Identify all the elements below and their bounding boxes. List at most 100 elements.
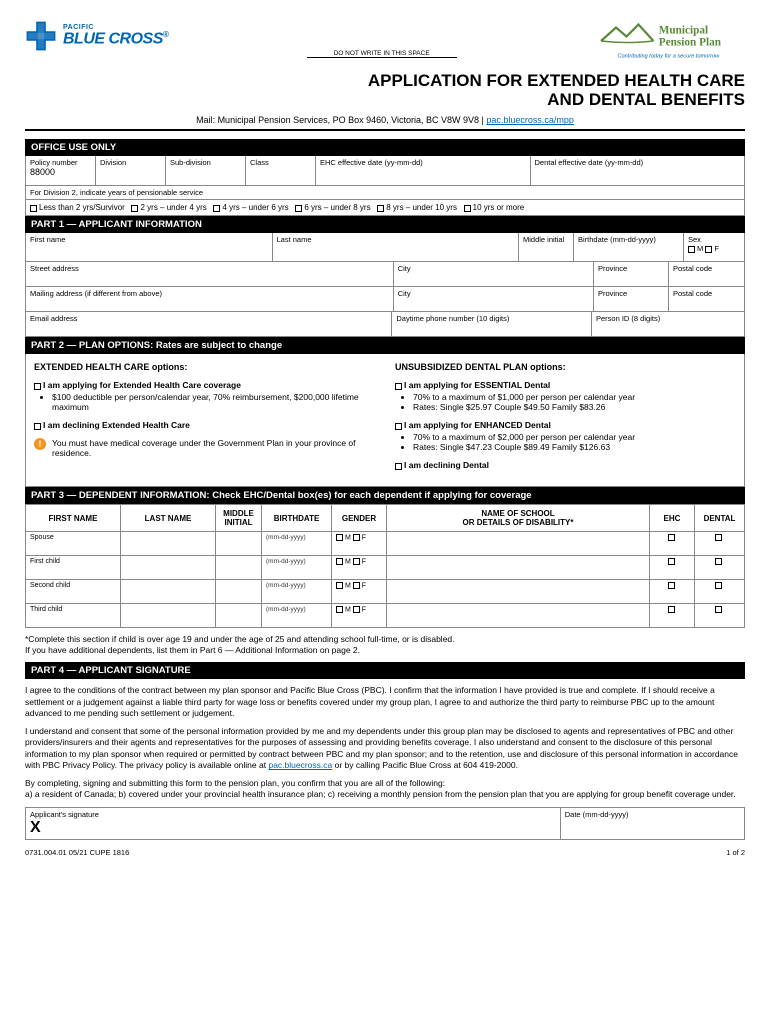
mail-address-line: Mail: Municipal Pension Services, PO Box…	[25, 115, 745, 131]
col-middle: MIDDLE INITIAL	[216, 505, 262, 532]
checkbox-icon[interactable]	[336, 606, 343, 613]
dep-firstname[interactable]: Second child	[26, 580, 121, 604]
dep-dental	[695, 556, 745, 580]
checkbox-icon[interactable]	[668, 558, 675, 565]
checkbox-icon[interactable]	[688, 246, 695, 253]
dental-date-cell[interactable]: Dental effective date (yy-mm-dd)	[531, 156, 745, 185]
dep-lastname[interactable]	[121, 532, 216, 556]
checkbox-icon[interactable]	[34, 383, 41, 390]
dep-birthdate[interactable]: (mm-dd-yyyy)	[262, 604, 332, 628]
dep-school[interactable]	[387, 532, 650, 556]
checkbox-icon[interactable]	[336, 558, 343, 565]
dep-dental	[695, 532, 745, 556]
dep-ehc	[650, 556, 695, 580]
postal-field[interactable]: Postal code	[669, 262, 744, 286]
sig-date-field[interactable]: Date (mm-dd-yyyy)	[561, 808, 744, 839]
ehc-apply-label: I am applying for Extended Health Care c…	[43, 380, 241, 390]
dep-birthdate[interactable]: (mm-dd-yyyy)	[262, 580, 332, 604]
dental-column: UNSUBSIDIZED DENTAL PLAN options: I am a…	[395, 362, 736, 478]
warning-icon: !	[34, 438, 46, 450]
lastname-field[interactable]: Last name	[273, 233, 520, 261]
birthdate-field[interactable]: Birthdate (mm-dd-yyyy)	[574, 233, 684, 261]
province2-field[interactable]: Province	[594, 287, 669, 311]
checkbox-icon[interactable]	[353, 606, 360, 613]
col-firstname: FIRST NAME	[26, 505, 121, 532]
dep-firstname[interactable]: First child	[26, 556, 121, 580]
city-field[interactable]: City	[394, 262, 594, 286]
province-field[interactable]: Province	[594, 262, 669, 286]
checkbox-icon[interactable]	[715, 582, 722, 589]
privacy-link[interactable]: pac.bluecross.ca	[268, 760, 332, 770]
checkbox-icon[interactable]	[464, 205, 471, 212]
checkbox-icon[interactable]	[395, 383, 402, 390]
checkbox-icon[interactable]	[705, 246, 712, 253]
checkbox-icon[interactable]	[715, 558, 722, 565]
dep-school[interactable]	[387, 580, 650, 604]
part4-header: PART 4 — APPLICANT SIGNATURE	[25, 662, 745, 679]
mailing-field[interactable]: Mailing address (if different from above…	[26, 287, 394, 311]
class-cell[interactable]: Class	[246, 156, 316, 185]
middle-field[interactable]: Middle initial	[519, 233, 574, 261]
checkbox-icon[interactable]	[213, 205, 220, 212]
checkbox-icon[interactable]	[715, 606, 722, 613]
checkbox-icon[interactable]	[668, 534, 675, 541]
enhanced-label: I am applying for ENHANCED Dental	[404, 420, 551, 430]
dep-dental	[695, 580, 745, 604]
checkbox-icon[interactable]	[336, 534, 343, 541]
part3-note: *Complete this section if child is over …	[25, 634, 745, 656]
division-cell[interactable]: Division	[96, 156, 166, 185]
mpp-logo: Municipal Pension Plan Contributing toda…	[595, 20, 745, 64]
dep-school[interactable]	[387, 604, 650, 628]
checkbox-icon[interactable]	[715, 534, 722, 541]
personid-field[interactable]: Person ID (8 digits)	[592, 312, 744, 336]
dep-lastname[interactable]	[121, 604, 216, 628]
checkbox-icon[interactable]	[131, 205, 138, 212]
footer-page: 1 of 2	[726, 848, 745, 857]
table-row: Spouse(mm-dd-yyyy)M F	[26, 532, 745, 556]
signature-field[interactable]: Applicant's signature X	[26, 808, 561, 839]
div2-note: For Division 2, indicate years of pensio…	[25, 186, 745, 200]
policy-number-cell: Policy number 88000	[26, 156, 96, 185]
mail-link[interactable]: pac.bluecross.ca/mpp	[486, 115, 574, 125]
checkbox-icon[interactable]	[668, 606, 675, 613]
checkbox-icon[interactable]	[353, 582, 360, 589]
dep-middle[interactable]	[216, 532, 262, 556]
dep-middle[interactable]	[216, 580, 262, 604]
service-years-row: Less than 2 yrs/Survivor 2 yrs – under 4…	[25, 200, 745, 216]
part2-body: EXTENDED HEALTH CARE options: I am apply…	[25, 354, 745, 487]
dep-ehc	[650, 580, 695, 604]
checkbox-icon[interactable]	[34, 423, 41, 430]
dep-birthdate[interactable]: (mm-dd-yyyy)	[262, 556, 332, 580]
col-birthdate: BIRTHDATE	[262, 505, 332, 532]
phone-field[interactable]: Daytime phone number (10 digits)	[392, 312, 592, 336]
checkbox-icon[interactable]	[336, 582, 343, 589]
subdivision-cell[interactable]: Sub-division	[166, 156, 246, 185]
checkbox-icon[interactable]	[295, 205, 302, 212]
essential-label: I am applying for ESSENTIAL Dental	[404, 380, 550, 390]
checkbox-icon[interactable]	[668, 582, 675, 589]
email-field[interactable]: Email address	[26, 312, 392, 336]
street-field[interactable]: Street address	[26, 262, 394, 286]
checkbox-icon[interactable]	[395, 423, 402, 430]
dep-middle[interactable]	[216, 556, 262, 580]
sig-para3: By completing, signing and submitting th…	[25, 778, 745, 801]
dep-lastname[interactable]	[121, 556, 216, 580]
ehc-date-cell[interactable]: EHC effective date (yy-mm-dd)	[316, 156, 531, 185]
postal2-field[interactable]: Postal code	[669, 287, 744, 311]
checkbox-icon[interactable]	[30, 205, 37, 212]
checkbox-icon[interactable]	[353, 534, 360, 541]
city2-field[interactable]: City	[394, 287, 594, 311]
dep-firstname[interactable]: Third child	[26, 604, 121, 628]
firstname-field[interactable]: First name	[26, 233, 273, 261]
dep-gender: M F	[332, 580, 387, 604]
dep-school[interactable]	[387, 556, 650, 580]
checkbox-icon[interactable]	[395, 463, 402, 470]
checkbox-icon[interactable]	[353, 558, 360, 565]
dental-heading: UNSUBSIDIZED DENTAL PLAN options:	[395, 362, 736, 372]
dep-firstname[interactable]: Spouse	[26, 532, 121, 556]
dep-birthdate[interactable]: (mm-dd-yyyy)	[262, 532, 332, 556]
table-row: Third child(mm-dd-yyyy)M F	[26, 604, 745, 628]
dep-lastname[interactable]	[121, 580, 216, 604]
dep-middle[interactable]	[216, 604, 262, 628]
checkbox-icon[interactable]	[377, 205, 384, 212]
